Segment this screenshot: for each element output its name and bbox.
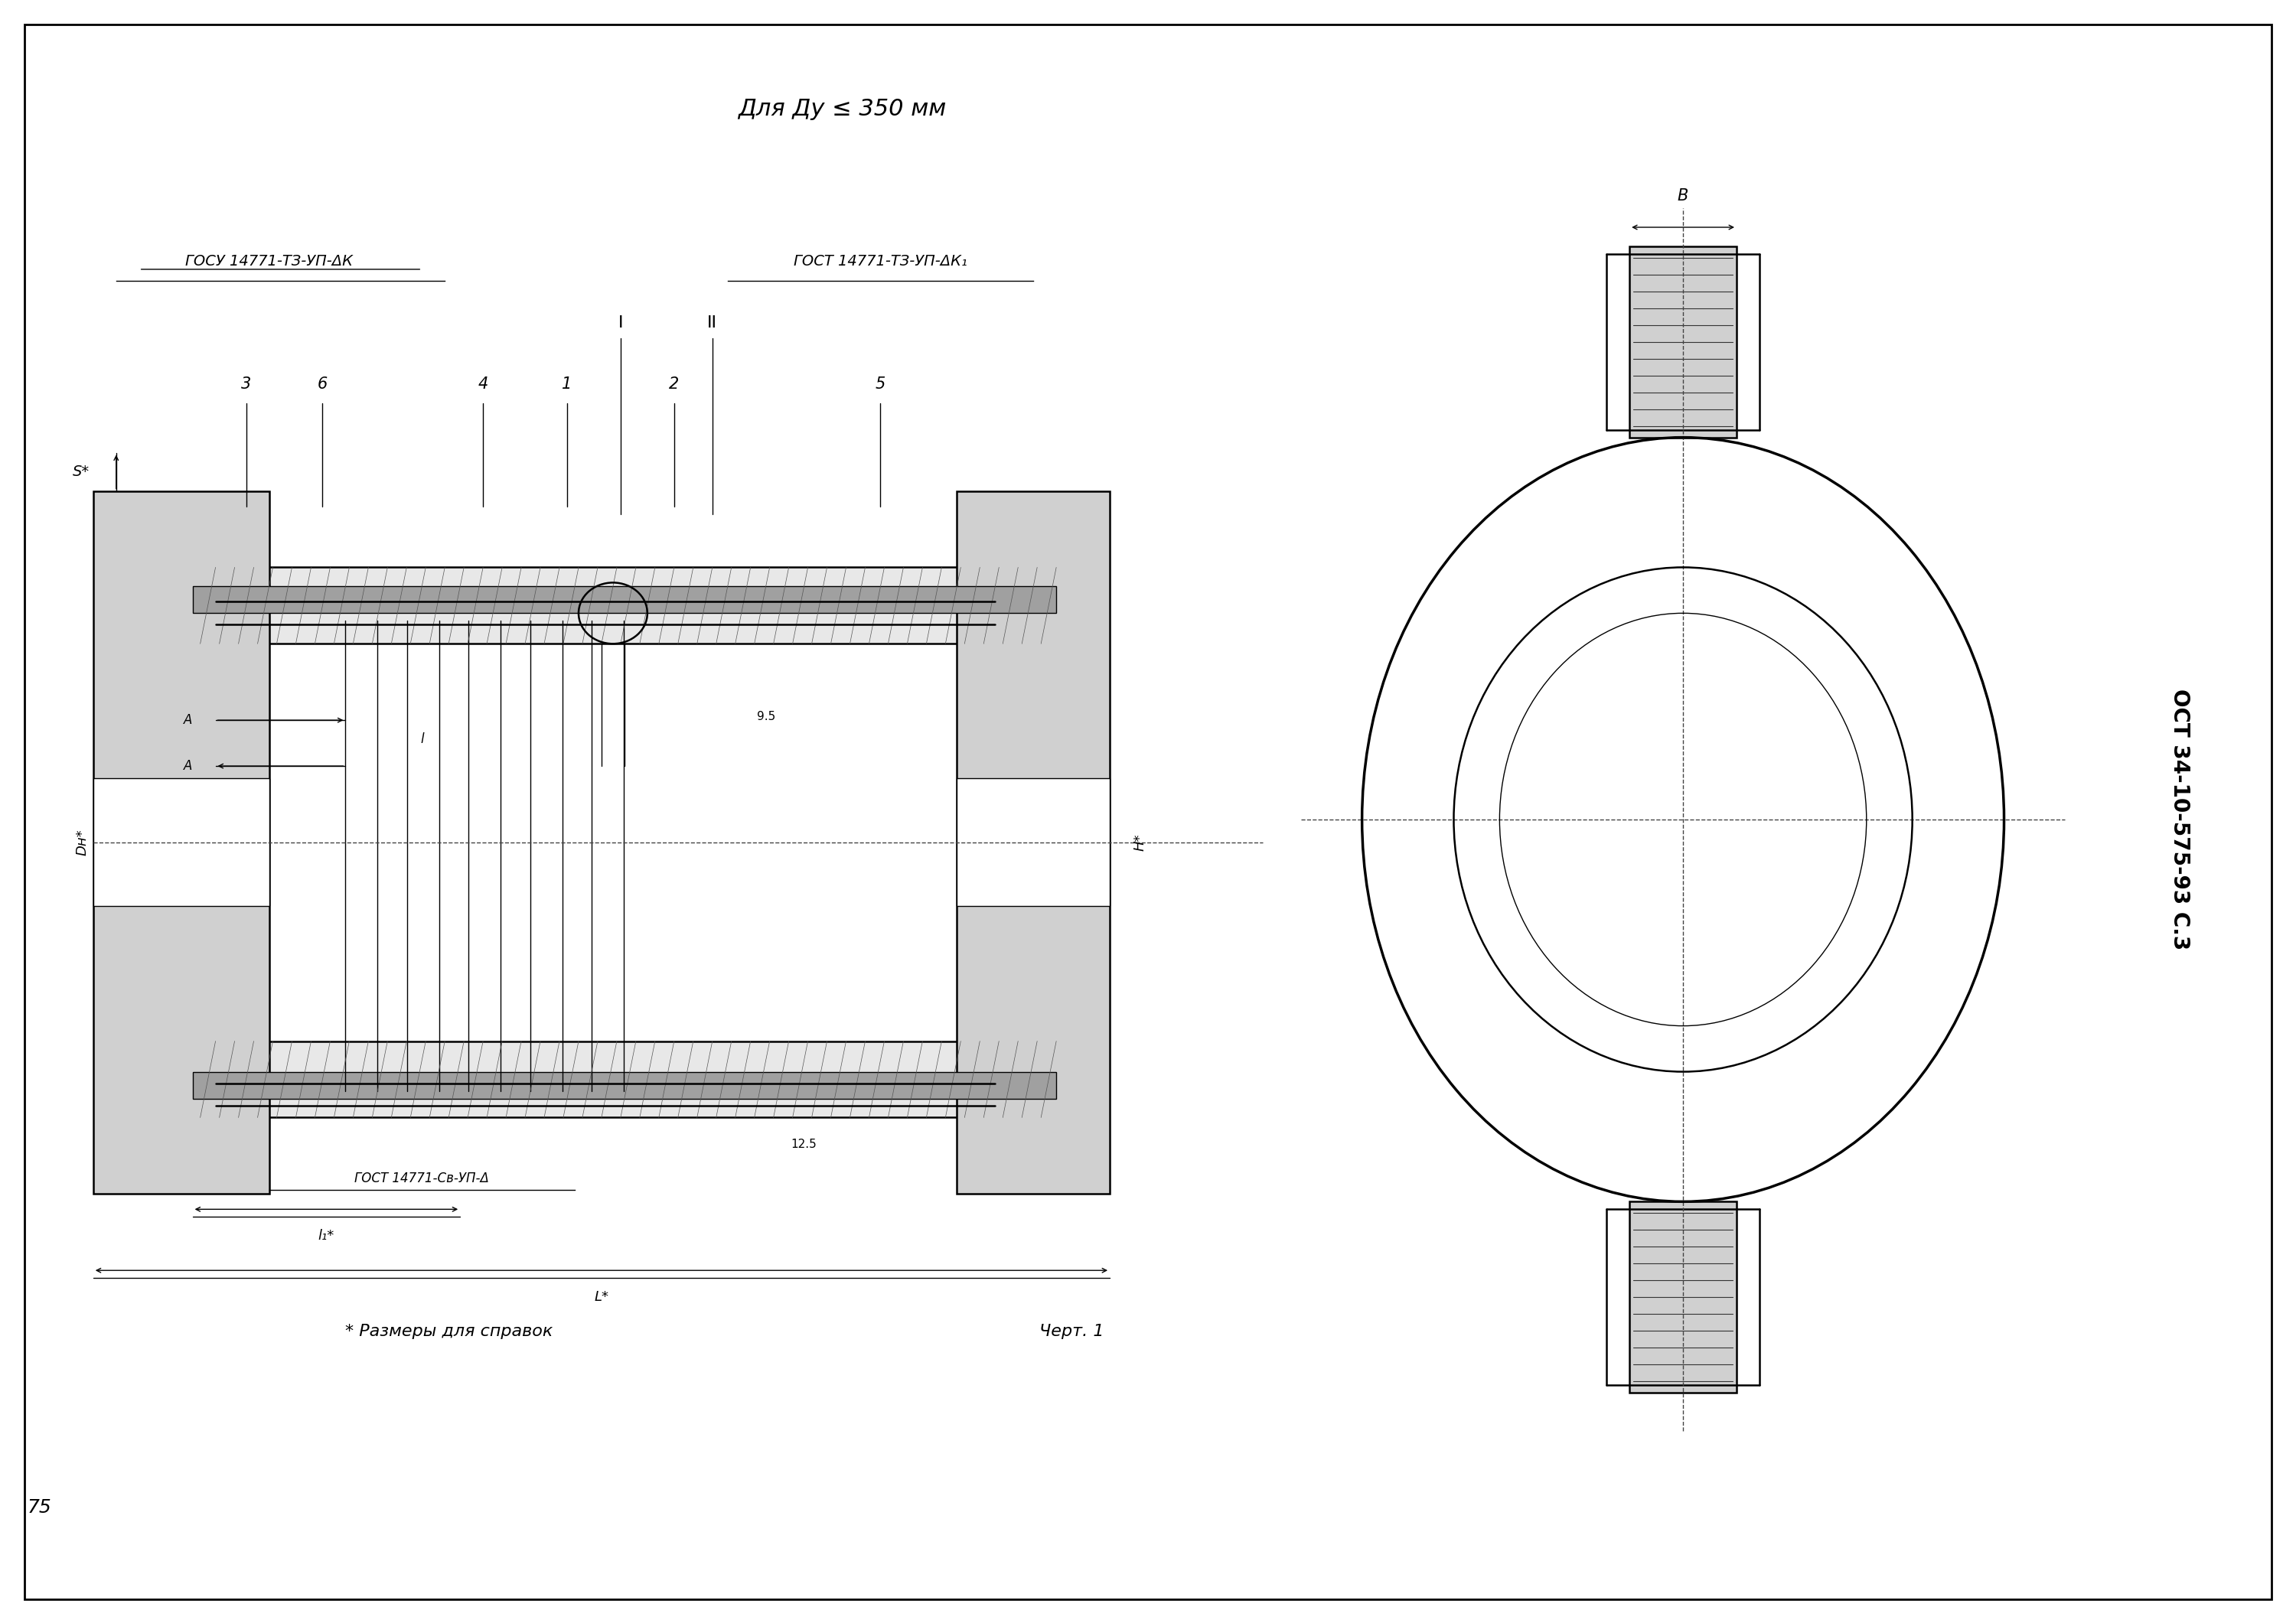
Text: l₁*: l₁* xyxy=(319,1229,335,1243)
Bar xyxy=(94,779,269,906)
Text: ГОСУ 14771-ТЗ-УП-ΔК: ГОСУ 14771-ТЗ-УП-ΔК xyxy=(186,255,354,269)
Bar xyxy=(154,568,1056,644)
Text: 75: 75 xyxy=(28,1498,53,1516)
Bar xyxy=(94,490,269,1195)
Text: 1: 1 xyxy=(563,377,572,391)
Bar xyxy=(957,779,1109,906)
Text: A: A xyxy=(184,760,193,773)
Bar xyxy=(1630,247,1736,438)
Text: 2: 2 xyxy=(668,377,680,391)
Text: A: A xyxy=(184,712,193,727)
Text: * Размеры для справок: * Размеры для справок xyxy=(344,1324,553,1339)
Bar xyxy=(1630,1201,1736,1393)
Text: Dн*: Dн* xyxy=(76,829,90,855)
Bar xyxy=(154,1040,1056,1118)
Text: ГОСТ 14771-Св-УП-Δ: ГОСТ 14771-Св-УП-Δ xyxy=(354,1172,489,1185)
Text: B: B xyxy=(1678,188,1688,203)
Text: H*: H* xyxy=(1132,834,1146,850)
Text: Для Ду ≤ 350 мм: Для Ду ≤ 350 мм xyxy=(737,97,946,120)
Text: S*: S* xyxy=(73,464,90,479)
Text: 9.5: 9.5 xyxy=(758,711,776,722)
Text: ГОСТ 14771-ТЗ-УП-ΔК₁: ГОСТ 14771-ТЗ-УП-ΔК₁ xyxy=(794,255,967,269)
Text: II: II xyxy=(707,315,716,331)
Text: 3: 3 xyxy=(241,377,250,391)
Text: ОСТ 34-10-575-93 С.3: ОСТ 34-10-575-93 С.3 xyxy=(2170,688,2190,949)
Text: 6: 6 xyxy=(317,377,328,391)
Bar xyxy=(957,490,1109,1195)
Text: 4: 4 xyxy=(478,377,489,391)
Text: 5: 5 xyxy=(875,377,886,391)
Text: Черт. 1: Черт. 1 xyxy=(1040,1324,1104,1339)
Text: 12.5: 12.5 xyxy=(792,1139,817,1151)
Bar xyxy=(193,586,1056,613)
Text: l: l xyxy=(420,732,425,747)
Text: I: I xyxy=(618,315,622,331)
Text: L*: L* xyxy=(595,1290,608,1303)
Bar xyxy=(193,1071,1056,1099)
